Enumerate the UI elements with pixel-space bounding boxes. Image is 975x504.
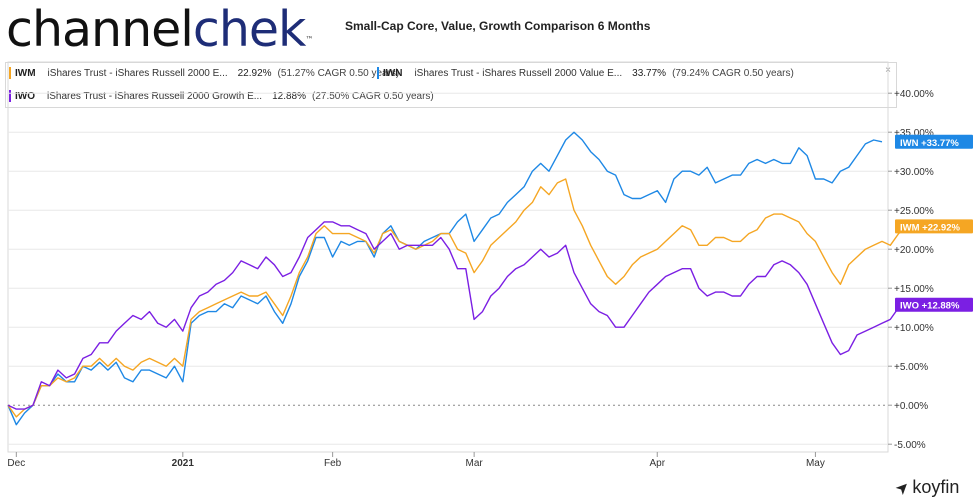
series-line-iwn [7,131,883,426]
x-tick-label: May [806,458,825,469]
x-tick-label: 2021 [172,458,195,469]
legend-cagr: (27.50% CAGR 0.50 years) [312,90,434,102]
logo-text-channel: channel [6,1,194,58]
channelchek-logo: channelchek™ [6,1,313,58]
y-tick-label: +35.00% [894,128,934,139]
y-tick-label: +20.00% [894,245,934,256]
legend-swatch-iwn [377,67,379,79]
y-tick-label: +10.00% [894,323,934,334]
end-value-label-iwn: IWN +33.77% [900,138,959,149]
y-tick-label: +5.00% [894,362,928,373]
legend-return: 33.77% [632,67,667,79]
legend-return: 22.92% [237,67,272,79]
x-tick-label: Apr [649,458,665,469]
legend-item-iwm[interactable]: IWM iShares Trust - iShares Russell 2000… [9,65,399,81]
y-tick-label: +30.00% [894,167,934,178]
legend-fund-name: iShares Trust - iShares Russell 2000 Val… [414,67,623,79]
x-tick-label: Mar [466,458,484,469]
end-value-label-iwm: IWM +22.92% [900,222,960,233]
y-tick-label: +25.00% [894,206,934,217]
end-value-flag-iwm [895,219,973,234]
koyfin-wordmark: koyfin [912,477,960,497]
legend-fund-name: iShares Trust - iShares Russell 2000 Gro… [47,90,263,102]
series-line-iwm [7,178,908,418]
legend-swatch-iwo [9,90,11,102]
legend-swatch-iwm [9,67,11,79]
y-tick-label: +15.00% [894,284,934,295]
legend-cagr: (79.24% CAGR 0.50 years) [672,67,794,79]
legend-ticker: IWO [15,90,35,102]
x-tick-label: Feb [324,458,342,469]
trademark-symbol: ™ [305,35,313,44]
legend-return: 12.88% [272,90,307,102]
series-line-iwo [7,221,908,410]
end-value-label-iwo: IWO +12.88% [900,301,960,312]
chart-title: Small-Cap Core, Value, Growth Comparison… [345,19,651,33]
plot-frame [7,61,889,453]
logo-text-chek: chek [192,1,307,58]
legend-ticker: IWM [15,67,36,79]
y-tick-label: +40.00% [894,89,934,100]
legend-fund-name: iShares Trust - iShares Russell 2000 E..… [47,67,228,79]
y-tick-label: -5.00% [894,440,926,451]
end-value-flag-iwo [895,297,973,312]
end-value-flag-iwn [895,134,973,149]
legend-item-iwo[interactable]: IWO iShares Trust - iShares Russell 2000… [9,88,434,104]
x-tick-label: Dec [7,458,25,469]
legend-cagr: (51.27% CAGR 0.50 years) [277,67,400,79]
legend-item-iwn[interactable]: IWN iShares Trust - iShares Russell 2000… [377,65,794,81]
koyfin-watermark: ➤ koyfin [892,477,960,499]
y-tick-label: +0.00% [894,401,928,412]
legend-ticker: IWN [383,67,403,79]
